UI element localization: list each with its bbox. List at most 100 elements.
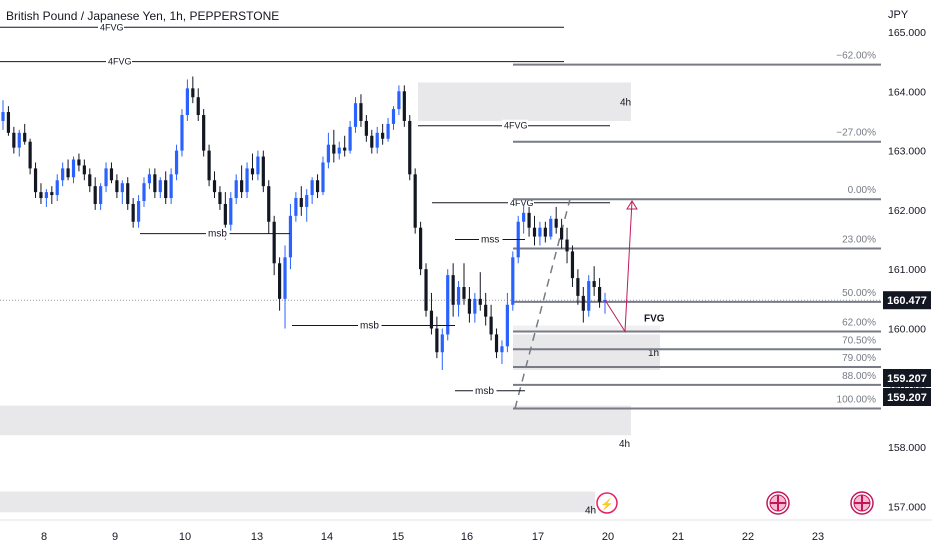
y-tick-label: 158.000	[888, 442, 926, 454]
candle-body	[348, 126, 352, 151]
price-tag-bg	[883, 388, 931, 406]
y-tick-label: 164.000	[888, 86, 926, 98]
candle-body	[462, 286, 466, 299]
candle-body	[88, 174, 92, 187]
structure-label-plate	[206, 227, 230, 239]
candle-body	[147, 174, 152, 184]
fvg-line-label: 4FVG	[504, 121, 528, 131]
candle-body	[82, 165, 86, 175]
structure-label-msb: msb	[208, 229, 227, 240]
candle-body	[522, 212, 526, 222]
fib-label: 100.00%	[837, 395, 877, 406]
candle-body	[402, 91, 406, 121]
candle-body	[527, 212, 531, 228]
candle-body	[359, 103, 363, 121]
candle-body	[288, 215, 293, 258]
candle-body	[126, 183, 130, 204]
candle-body	[467, 298, 472, 314]
structure-label-msb: msb	[475, 386, 494, 397]
candle-body	[375, 132, 379, 148]
candle-body	[456, 286, 461, 305]
candle-body	[592, 281, 596, 287]
candle-body	[386, 123, 390, 139]
candle-body	[185, 88, 189, 116]
candle-body	[196, 97, 200, 116]
candle-body	[71, 159, 76, 178]
zone-label-4h: 4h	[585, 506, 596, 517]
candle-body	[55, 180, 59, 196]
candle-body	[310, 180, 314, 196]
annotations-layer: msb msb mss msb	[140, 200, 638, 397]
structure-label-mss: mss	[481, 235, 499, 246]
candle-body	[305, 195, 309, 207]
candle-body	[229, 198, 233, 225]
structure-label-plate	[358, 319, 382, 331]
candle-body	[500, 346, 504, 353]
lightning-glyph: ⚡	[600, 498, 614, 511]
candle-body	[240, 180, 244, 193]
candle-body	[343, 147, 347, 151]
candle-body	[212, 180, 217, 193]
candle-body	[543, 227, 547, 237]
price-axis-bg	[882, 0, 932, 520]
candle-body	[576, 278, 580, 296]
zone-label-4h: 4h	[619, 439, 630, 450]
candle-body	[158, 180, 162, 193]
candle-body	[597, 286, 602, 302]
candle-body	[66, 168, 70, 178]
candle-body	[419, 227, 423, 270]
candle-body	[397, 91, 401, 110]
candle-body	[261, 156, 265, 187]
y-tick-label: 162.000	[888, 205, 926, 217]
y-tick-label: 165.000	[888, 27, 926, 39]
candle-body	[234, 180, 238, 199]
candle-body	[489, 316, 493, 335]
fvg-line-label: 4FVG	[108, 57, 132, 67]
currency-label: JPY	[888, 9, 909, 21]
candle-body	[440, 334, 444, 353]
candle-body	[364, 120, 368, 136]
candle-body	[560, 227, 564, 240]
candle-body	[478, 298, 482, 305]
candle-body	[99, 186, 103, 204]
zone-1h-1	[513, 334, 660, 371]
x-tick-label: 8	[41, 531, 47, 543]
candle-body	[6, 112, 11, 133]
candle-body	[565, 239, 569, 252]
lines-layer: 4FVG 4FVG 4FVG 4FVG −62.00% −27.00% 0.00% 23.00…	[0, 21, 881, 410]
candle-body	[44, 192, 48, 199]
candle-body	[93, 186, 97, 204]
zone-4h-2	[0, 405, 631, 436]
candle-body	[538, 227, 542, 237]
axes-layer: JPY 165.000 164.000 163.000 162.000 161.000 16…	[0, 0, 932, 543]
candle-body	[267, 186, 271, 222]
candle-body	[207, 150, 211, 181]
fvg-line-label: 4FVG	[510, 198, 534, 208]
fib-label: −62.00%	[836, 51, 876, 62]
candle-body	[180, 115, 184, 151]
fvg-label-plate	[508, 196, 534, 207]
structure-label-msb: msb	[360, 321, 379, 332]
candle-body	[61, 168, 65, 181]
fvg-label-plate	[106, 55, 132, 66]
candle-body	[337, 147, 341, 154]
candle-body	[413, 174, 417, 228]
candle-body	[164, 180, 168, 199]
candle-body	[272, 221, 276, 264]
candle-body	[570, 251, 575, 279]
candle-body	[12, 132, 16, 148]
candle-body	[218, 192, 222, 204]
x-tick-label: 15	[392, 531, 404, 543]
candle-body	[17, 132, 21, 148]
candle-body	[1, 112, 5, 121]
candle-body	[473, 298, 477, 314]
y-tick-label: 161.000	[888, 264, 926, 276]
fib-label: 23.00%	[842, 234, 876, 245]
candle-body	[77, 159, 81, 166]
x-tick-label: 17	[532, 531, 544, 543]
price-tag-label: 159.207	[887, 373, 927, 385]
candle-body	[169, 174, 173, 199]
candle-body	[532, 227, 537, 237]
candle-body	[391, 109, 396, 124]
zone-label-1h: 1h	[648, 348, 659, 359]
